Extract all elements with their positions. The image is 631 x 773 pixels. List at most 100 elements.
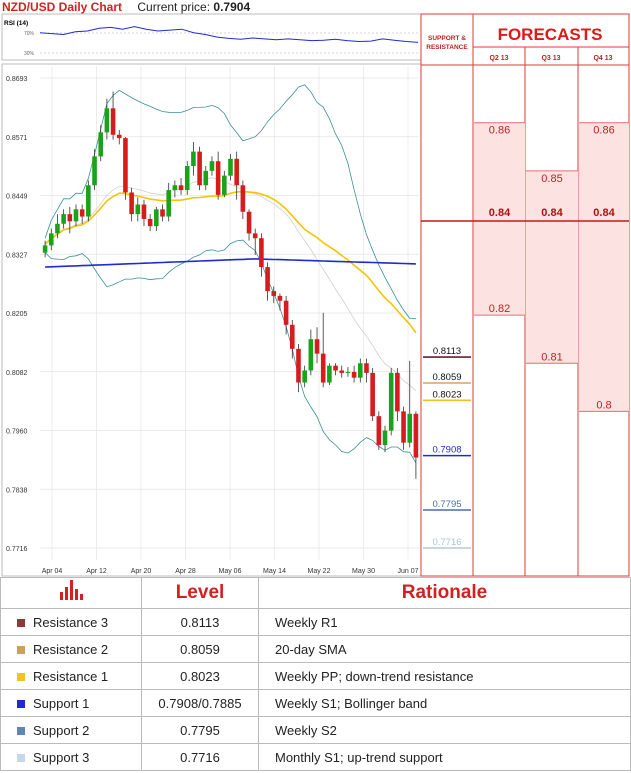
candle (160, 204, 165, 222)
candle (333, 363, 338, 376)
rsi-line (39, 26, 419, 43)
sr-title-line1: SUPPORT & (428, 35, 466, 42)
level-name-cell: Resistance 2 (0, 635, 142, 663)
level-name-cell: Resistance 3 (0, 608, 142, 636)
y-tick-label: 0.8571 (6, 135, 28, 142)
forecast-high-label: 0.86 (593, 125, 614, 137)
candle (67, 206, 73, 234)
candle (116, 129, 122, 145)
candle (246, 209, 252, 241)
candle (376, 411, 382, 450)
x-tick-label: Apr 12 (86, 568, 107, 575)
forecast-low-label: 0.8 (596, 399, 611, 411)
y-tick-label: 0.8693 (6, 76, 28, 83)
levels-table: Level Rationale Resistance 3 0.8113 Weekly… (0, 577, 631, 771)
current-price-label: Current price: (137, 0, 211, 14)
forecast-low-label: 0.81 (541, 351, 562, 363)
sr-label-s1: 0.7908 (432, 445, 461, 456)
level-rationale: Weekly S1; Bollinger band (258, 689, 631, 717)
sr-label-s2: 0.7795 (432, 499, 461, 510)
level-name-cell: Support 3 (0, 743, 142, 771)
forecast-low-label: 0.82 (489, 303, 510, 315)
candle (370, 368, 375, 421)
level-rationale: Monthly S1; up-trend support (258, 743, 631, 771)
y-tick-label: 0.7716 (6, 546, 28, 553)
y-tick-label: 0.8449 (6, 194, 28, 201)
level-rationale: Weekly S2 (258, 716, 631, 744)
sr-label-r1: 0.8023 (432, 389, 461, 400)
x-tick-label: May 30 (352, 568, 375, 575)
sma-mid-line (44, 190, 417, 334)
level-name: Resistance 2 (33, 641, 109, 657)
sr-title-line2: RESISTANCE (426, 44, 468, 51)
candle (407, 360, 413, 448)
forecast-quarter-q4: Q4 13 (593, 55, 612, 62)
candle (382, 425, 388, 453)
level-rationale: 20-day SMA (258, 635, 631, 663)
price-panel: 0.8693 0.8571 0.8449 0.8327 0.8205 0.8082 0.79… (1, 63, 422, 577)
forecast-quarter-q2: Q2 13 (489, 55, 508, 62)
forecast-mid-label: 0.84 (489, 207, 511, 219)
candle (364, 358, 369, 383)
level-name: Support 1 (33, 695, 90, 711)
levels-row: Support 1 0.7908/0.7885 Weekly S1; Bolling… (0, 689, 631, 717)
candle (184, 161, 190, 195)
level-swatch (17, 619, 25, 628)
forecasts-panel: FORECASTS Q2 13 Q3 13 Q4 13 0.86 0.82 0.84… (421, 13, 630, 577)
candle (141, 199, 147, 227)
rsi-lo-label: 30% (24, 51, 35, 57)
forecast-high-label: 0.85 (541, 173, 562, 185)
chart-title: NZD/USD Daily Chart (2, 0, 123, 14)
candle (271, 286, 277, 304)
level-value: 0.8023 (141, 662, 259, 690)
chart-header: NZD/USD Daily Chart Current price: 0.790… (2, 0, 250, 14)
candle (228, 154, 233, 181)
forecast-range-0 (474, 122, 525, 316)
candle (215, 151, 221, 200)
candle (234, 151, 239, 200)
sr-label-r3: 0.8113 (433, 346, 461, 357)
header-level: Level (141, 577, 259, 609)
level-swatch (17, 727, 25, 736)
candle (147, 214, 153, 231)
forecast-quarter-q3: Q3 13 (541, 55, 560, 62)
level-name: Resistance 3 (33, 614, 109, 630)
candle (135, 197, 141, 222)
candle (73, 204, 79, 227)
candle (339, 365, 345, 378)
candle (203, 166, 209, 191)
level-value: 0.7908/0.7885 (141, 689, 259, 717)
x-tick-label: Apr 28 (175, 568, 196, 575)
candle (154, 206, 159, 231)
forecast-mid-label: 0.84 (541, 207, 563, 219)
candle (327, 363, 332, 385)
candle (79, 204, 85, 224)
candle (55, 214, 60, 239)
candle (197, 146, 202, 191)
x-tick-label: May 14 (263, 568, 286, 575)
candle (178, 178, 184, 195)
x-tick-label: Apr 04 (42, 568, 63, 575)
level-name-cell: Support 1 (0, 689, 142, 717)
y-tick-label: 0.8327 (6, 252, 28, 259)
candle (92, 149, 97, 191)
y-tick-label: 0.8082 (6, 370, 28, 377)
candle (209, 156, 215, 176)
forecast-high-label: 0.86 (489, 125, 510, 137)
y-tick-label: 0.7838 (6, 487, 28, 494)
level-value: 0.8113 (141, 608, 259, 636)
rsi-hi-label: 70% (24, 31, 35, 37)
current-price-value: 0.7904 (213, 0, 251, 14)
candle (42, 240, 48, 258)
rsi-panel: RSI (14) 70% 30% (1, 13, 422, 61)
levels-row: Resistance 1 0.8023 Weekly PP; down-trend … (0, 662, 631, 690)
candle (191, 141, 196, 176)
current-price: Current price: 0.7904 (137, 0, 250, 14)
sma-20-line (44, 177, 417, 391)
forecast-range-2 (579, 122, 629, 412)
levels-table-header: Level Rationale (0, 577, 631, 609)
candle (296, 344, 301, 393)
bar-chart-icon (60, 580, 83, 600)
x-tick-label: May 06 (219, 568, 242, 575)
